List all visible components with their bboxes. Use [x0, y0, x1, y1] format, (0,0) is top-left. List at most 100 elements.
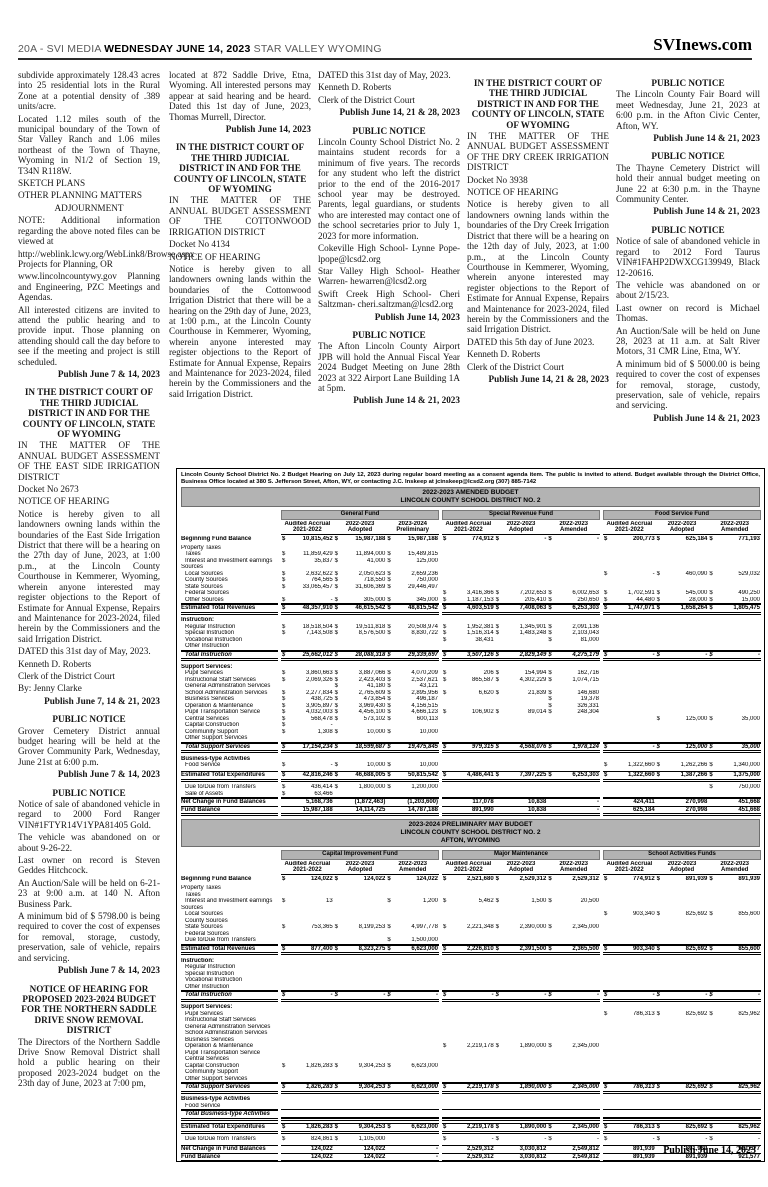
table-row: Fund Balance 15,987,188 14,114,725 14,787,1… — [181, 806, 761, 817]
table-row: Property Taxes — [181, 885, 760, 892]
amount-value: 9,304,253 — [358, 1062, 386, 1069]
amount-cell: $20,500 — [547, 898, 600, 905]
page-header: 20A - SVI MEDIA WEDNESDAY JUNE 14, 2023 … — [18, 30, 752, 60]
row-label: Property Taxes — [181, 885, 221, 892]
amount-value: 9,304,253 — [358, 1124, 386, 1131]
dollar-sign: $ — [709, 570, 713, 577]
dollar-sign: $ — [604, 570, 608, 577]
table-row: Support Services: — [181, 664, 760, 671]
row-label: School Administration Services — [185, 689, 268, 696]
column-header-line: Adopted — [669, 867, 695, 874]
amount-cell: $3,507,126 — [442, 652, 495, 659]
amount-value: - — [436, 1153, 439, 1160]
amount-value: 345,000 — [416, 596, 439, 603]
group-cells: $2,521,680 $2,529,312 $2,529,312 — [442, 876, 600, 883]
amount-cell: 891,939 — [656, 1146, 709, 1153]
amount-value: - — [652, 570, 655, 577]
table-row: Business-type Activities — [181, 756, 760, 763]
amount-cell: $3,887,066 — [334, 670, 387, 677]
amount-cell: 2,529,312 — [442, 1154, 495, 1161]
row-label: Total Instruction — [181, 991, 278, 1002]
dollar-sign: $ — [548, 696, 552, 703]
amount-value: 270,998 — [685, 806, 708, 813]
dollar-sign: $ — [443, 898, 447, 905]
dollar-sign: $ — [443, 676, 447, 683]
amount-value: 2,829,149 — [519, 651, 547, 658]
amount-cell: $ - — [386, 992, 439, 999]
group-cells: $786,313 $825,692 $825,962 — [603, 1011, 761, 1018]
amount-cell: $ - — [656, 652, 709, 659]
amount-cell: $6,623,000 — [386, 1063, 439, 1070]
group-cells: $2,219,178 $1,890,000 $2,345,000 — [442, 1043, 600, 1050]
notice-paragraph: Notice is hereby given to all landowners… — [169, 263, 311, 399]
notice-paragraph: All interested citizens are invited to a… — [18, 304, 160, 367]
group-cells: $106,902 $89,014 $248,304 — [442, 709, 600, 716]
dollar-sign: $ — [387, 784, 391, 791]
amount-value: 2,549,812 — [572, 1146, 600, 1153]
amount-value: 1,105,000 — [358, 1136, 386, 1143]
dollar-sign: $ — [282, 1084, 286, 1091]
fund-group-name: Special Revenue Fund — [442, 510, 600, 520]
amount-cell: $ - — [281, 992, 334, 999]
amount-value: 3,030,812 — [519, 1153, 547, 1160]
amount-cell: $625,184 — [656, 536, 709, 543]
amount-cell — [334, 937, 387, 944]
column-header: Audited Accrual 2021-2022 — [281, 521, 334, 534]
amount-value: 3,969,430 — [358, 702, 386, 709]
group-cells: $326,331 — [442, 703, 600, 710]
dollar-sign: $ — [709, 992, 713, 999]
amount-value: 124,022 — [363, 1153, 386, 1160]
row-label: Due to/Due from Transfers — [185, 784, 256, 791]
dollar-sign: $ — [495, 596, 500, 603]
amount-cell: 10,838 — [495, 799, 548, 806]
amount-cell: $ - — [281, 597, 334, 604]
amount-cell: $1,345,901 — [495, 624, 548, 631]
notice-heading: PUBLIC NOTICE — [52, 714, 126, 725]
notice-paragraph: NOTE: Additional information regarding t… — [18, 215, 160, 247]
amount-value: - — [652, 1136, 655, 1143]
dollar-sign: $ — [387, 728, 391, 735]
publish-line: Publish June 14, 21 & 28, 2023 — [339, 107, 460, 118]
group-cells: $5,462 $1,500 $20,500 — [442, 898, 600, 905]
table-row: Capital Construction $1,826,283 $9,304,253… — [181, 1063, 760, 1070]
table-row: School Administration Services — [181, 1030, 760, 1037]
amount-cell: $35,000 — [708, 716, 761, 723]
amount-value: 2,091,136 — [572, 623, 600, 630]
table-row: Capital Construction $ - — [181, 722, 760, 729]
column-header-line: Adopted — [508, 527, 534, 534]
table-row: Pupil Transportation Service — [181, 1050, 760, 1057]
dollar-sign: $ — [656, 651, 661, 658]
amount-value: - — [330, 596, 333, 603]
dollar-sign: $ — [387, 762, 391, 769]
amount-cell: $3,416,366 — [442, 590, 495, 597]
amount-cell: $29,339,697 — [386, 652, 439, 659]
row-label: Due to/Due from Transfers — [185, 1136, 256, 1143]
group-cells: $568,478 $573,102 $600,113 — [281, 716, 439, 723]
group-cells: $48,357,910 $46,615,542 $48,815,542 — [281, 604, 439, 615]
amount-value: - — [597, 535, 600, 542]
publish-line: Publish June 14, 2023 — [374, 311, 460, 322]
amount-cell: 921,577 — [708, 1146, 761, 1153]
dollar-sign: $ — [443, 876, 447, 883]
dollar-sign: $ — [282, 583, 286, 590]
column-header-line: 2022-2023 — [667, 860, 697, 867]
dollar-sign: $ — [387, 623, 391, 630]
group-cells: $ - $ - $ - — [603, 650, 761, 662]
amount-cell: $2,221,348 — [442, 924, 495, 931]
dollar-sign: $ — [604, 1010, 608, 1017]
amount-value: 21,839 — [527, 689, 547, 696]
dollar-sign: $ — [334, 557, 339, 564]
table-row: Regular Instruction $18,518,504 $19,511,81… — [181, 624, 760, 631]
notice-paragraph: DATED this 5th day of June 2023. — [467, 336, 595, 347]
amount-value: 10,838 — [527, 799, 547, 806]
amount-value: 124,022 — [416, 876, 439, 883]
dollar-sign: $ — [334, 596, 339, 603]
group-cells: 2,529,312 3,030,812 2,549,812 — [442, 1153, 600, 1161]
amount-value: 2,765,609 — [358, 689, 386, 696]
amount-value: 19,378 — [580, 696, 600, 703]
row-label: Estimated Total Revenues — [181, 944, 278, 956]
notice-paragraph: Clerk of the District Court — [18, 670, 115, 681]
row-label: Fund Balance — [181, 807, 278, 817]
amount-value: 19,475,845 — [407, 743, 439, 750]
dollar-sign: $ — [443, 535, 447, 542]
